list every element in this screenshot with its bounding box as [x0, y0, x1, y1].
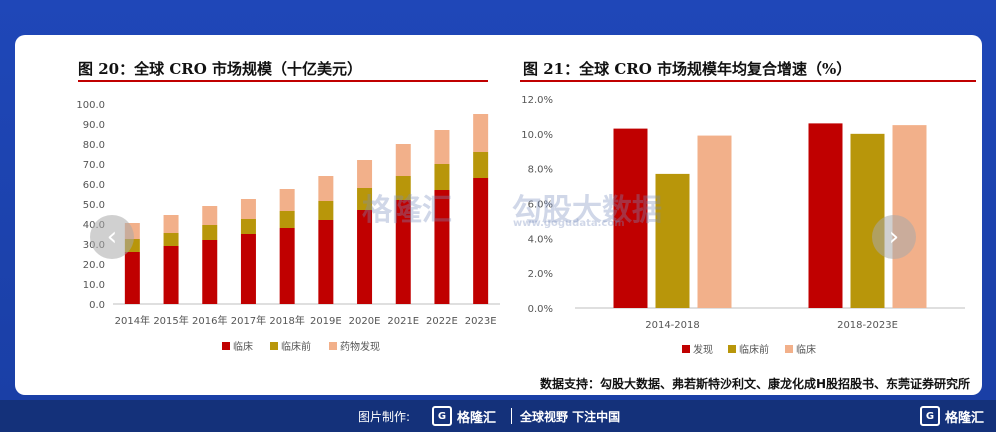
- right-bar: [697, 135, 732, 308]
- left-y-tick-label: 60.0: [83, 180, 105, 191]
- left-bar-segment: [240, 219, 256, 234]
- left-legend-label: 临床前: [281, 340, 311, 353]
- left-bar-segment: [395, 176, 411, 200]
- left-bar-segment: [279, 211, 295, 228]
- left-x-tick-label: 2023E: [465, 316, 497, 327]
- left-bar-segment: [318, 176, 334, 201]
- left-x-tick-label: 2016年: [192, 314, 227, 327]
- left-bar-segment: [163, 246, 179, 304]
- right-bar: [808, 123, 843, 308]
- left-y-tick-label: 80.0: [83, 140, 105, 151]
- left-x-tick-label: 2020E: [349, 316, 381, 327]
- left-legend-label: 药物发现: [340, 340, 380, 353]
- left-bar-segment: [395, 144, 411, 176]
- left-bar-segment: [473, 178, 489, 304]
- left-bar-segment: [202, 206, 218, 225]
- right-bar: [655, 173, 690, 308]
- left-bar-segment: [279, 228, 295, 304]
- left-y-tick-label: 90.0: [83, 120, 105, 131]
- left-bar-segment: [240, 234, 256, 304]
- left-x-tick-label: 2022E: [426, 316, 458, 327]
- left-bar-segment: [434, 164, 450, 190]
- left-x-tick-label: 2021E: [387, 316, 419, 327]
- right-chart-title: 图 21：全球 CRO 市场规模年均复合增速（%）: [523, 60, 852, 78]
- left-bar-segment: [240, 199, 256, 219]
- right-bar: [613, 128, 648, 308]
- right-legend-label: 发现: [693, 343, 713, 356]
- left-y-tick-label: 70.0: [83, 160, 105, 171]
- left-bar-segment: [318, 201, 334, 220]
- footer-slogan: 全球视野 下注中国: [520, 410, 621, 424]
- right-y-tick-label: 2.0%: [528, 269, 553, 280]
- footer-made-by: 图片制作:: [358, 410, 411, 424]
- left-bar-segment: [473, 114, 489, 152]
- left-bar-segment: [434, 190, 450, 304]
- left-y-tick-label: 100.0: [76, 100, 105, 111]
- footer-bar: 图片制作: G 格隆汇 全球视野 下注中国 G 格隆汇: [0, 400, 996, 432]
- left-legend-swatch: [329, 342, 337, 350]
- left-bar-segment: [124, 252, 140, 304]
- footer-separator: [511, 408, 512, 424]
- brand-logo-icon: G: [432, 406, 452, 426]
- left-legend-swatch: [222, 342, 230, 350]
- next-slide-button[interactable]: ›: [872, 215, 916, 259]
- left-chart-title: 图 20：全球 CRO 市场规模（十亿美元）: [78, 60, 363, 78]
- right-legend-swatch: [785, 345, 793, 353]
- left-legend-swatch: [270, 342, 278, 350]
- prev-slide-button[interactable]: ‹: [90, 215, 134, 259]
- right-legend-swatch: [728, 345, 736, 353]
- right-y-tick-label: 4.0%: [528, 234, 553, 245]
- left-bar-segment: [357, 188, 373, 210]
- right-x-tick-label: 2014-2018: [645, 320, 700, 331]
- right-title-underline: [520, 80, 976, 82]
- right-x-tick-label: 2018-2023E: [837, 320, 898, 331]
- right-legend-label: 临床: [796, 343, 816, 356]
- left-y-tick-label: 0.0: [89, 300, 105, 311]
- left-bar-segment: [473, 152, 489, 178]
- left-bar-segment: [357, 210, 373, 304]
- footer-brand-right[interactable]: G 格隆汇: [919, 406, 984, 426]
- right-legend-label: 临床前: [739, 343, 769, 356]
- left-y-tick-label: 10.0: [83, 280, 105, 291]
- left-legend-label: 临床: [233, 340, 253, 353]
- left-x-tick-label: 2014年: [115, 314, 150, 327]
- left-y-tick-label: 20.0: [83, 260, 105, 271]
- left-x-tick-label: 2018年: [269, 314, 304, 327]
- left-x-tick-label: 2017年: [231, 314, 266, 327]
- left-y-tick-label: 50.0: [83, 200, 105, 211]
- left-bar-segment: [395, 200, 411, 304]
- left-bar-segment: [163, 215, 179, 233]
- footer-brand-right-name: 格隆汇: [944, 410, 984, 426]
- left-bar-segment: [279, 189, 295, 211]
- left-bar-segment: [163, 233, 179, 246]
- left-bar-segment: [318, 220, 334, 304]
- footer-brand[interactable]: G 格隆汇: [432, 406, 496, 426]
- footer-brand-name: 格隆汇: [457, 410, 497, 426]
- left-bar-segment: [434, 130, 450, 164]
- data-source-note: 数据支持：勾股大数据、弗若斯特沙利文、康龙化成H股招股书、东莞证券研究所: [539, 377, 970, 391]
- right-y-tick-label: 8.0%: [528, 165, 553, 176]
- left-bar-segment: [202, 225, 218, 240]
- right-y-tick-label: 10.0%: [521, 130, 553, 141]
- left-bar-segment: [357, 160, 373, 188]
- left-bar-segment: [202, 240, 218, 304]
- left-title-underline: [78, 80, 488, 82]
- left-x-tick-label: 2019E: [310, 316, 342, 327]
- brand-logo-right-icon: G: [919, 406, 940, 426]
- right-y-tick-label: 6.0%: [528, 200, 553, 211]
- right-y-tick-label: 12.0%: [521, 95, 553, 106]
- right-y-tick-label: 0.0%: [528, 304, 553, 315]
- left-x-tick-label: 2015年: [153, 314, 188, 327]
- right-legend-swatch: [682, 345, 690, 353]
